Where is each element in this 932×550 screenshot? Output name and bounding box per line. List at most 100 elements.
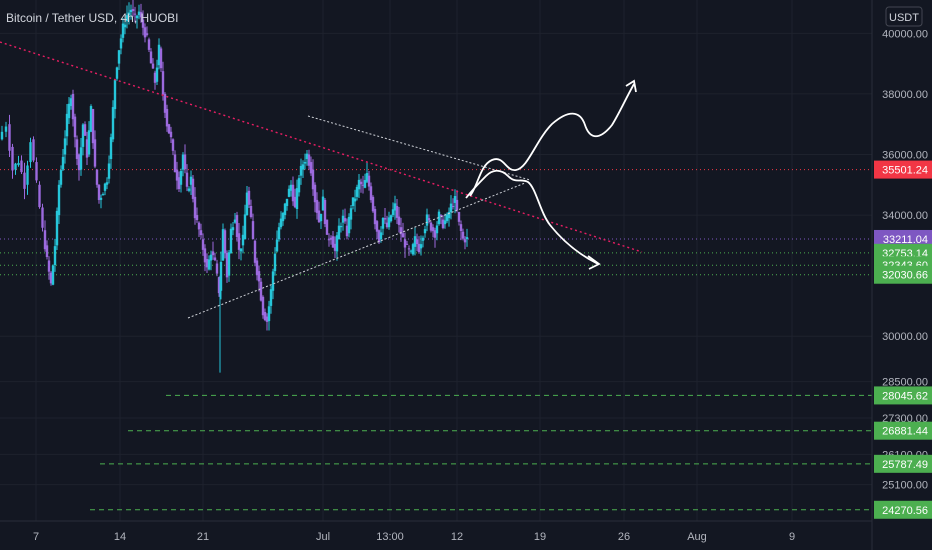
candle-body (143, 27, 147, 38)
candle-body (133, 13, 137, 15)
price-badge: 35501.24 (874, 160, 932, 179)
candle-body (113, 80, 117, 110)
candle-body (351, 197, 355, 206)
candle-body (4, 126, 8, 132)
candle-body (441, 219, 445, 229)
price-tick-label: 38000.00 (882, 89, 928, 101)
price-tick-label: 36000.00 (882, 149, 928, 161)
candle-body (455, 199, 459, 211)
candle-body (401, 233, 405, 238)
candle-body (175, 169, 179, 181)
candle-body (115, 67, 119, 79)
candle-body (229, 228, 233, 253)
candle-body (57, 184, 61, 216)
candle-body (321, 196, 325, 211)
price-badge: 24270.56 (874, 500, 932, 519)
candle-body (267, 306, 271, 322)
candle-body (391, 209, 395, 216)
candle-body (451, 205, 455, 207)
bearish-arrowhead (587, 255, 601, 270)
candle-body (153, 72, 157, 83)
candle-body (359, 181, 363, 185)
chart-title: Bitcoin / Tether USD, 4h, HUOBI (6, 11, 179, 25)
candle-body (35, 162, 38, 181)
candle-body (173, 154, 177, 173)
price-tick-label: 28500.00 (882, 377, 928, 389)
candle-body (157, 44, 161, 66)
candle-body (17, 162, 20, 166)
candle-body (155, 67, 159, 82)
candle-body (207, 259, 211, 270)
badge-price: 35501.24 (882, 165, 928, 177)
candle-body (239, 248, 243, 252)
candle-body (433, 230, 437, 238)
time-axis-labels[interactable]: 7 14 21 Jul 13:00 12 19 26 Aug 9 (33, 531, 795, 543)
candle-body (161, 71, 165, 95)
candle-body (29, 142, 32, 163)
candle-body (363, 180, 367, 188)
currency-button[interactable]: USDT (885, 6, 923, 27)
candle-body (411, 244, 415, 255)
candle-body (317, 210, 321, 223)
candle-body (81, 124, 85, 147)
price-badge: 25787.49 (874, 454, 932, 473)
candle-body (263, 311, 267, 321)
time-tick-label: 14 (114, 531, 126, 543)
candle-body (45, 245, 49, 258)
candle-body (405, 243, 409, 245)
badge-background (874, 421, 932, 440)
candle-body (147, 39, 151, 50)
candle-body (265, 316, 269, 322)
candle-body (249, 205, 253, 218)
candle-body (281, 212, 285, 222)
candle-body (381, 217, 385, 229)
candle-body (119, 38, 123, 49)
candle-body (375, 221, 379, 232)
candle-body (243, 214, 247, 240)
candle-body (315, 199, 319, 213)
candle-body (397, 216, 401, 225)
candle-body (103, 183, 107, 191)
candle-body (49, 272, 53, 284)
candle-body (295, 188, 299, 210)
candle-body (99, 197, 103, 200)
candle-body (79, 147, 83, 170)
price-tick-label: 34000.00 (882, 210, 928, 222)
badge-background (874, 500, 932, 519)
time-tick-label: 26 (618, 531, 630, 543)
badge-background (874, 265, 932, 284)
price-badge: 26881.44 (874, 421, 932, 440)
candle-body (203, 248, 207, 263)
candle-body (0, 131, 4, 140)
candle-body (409, 250, 413, 252)
candle-body (435, 225, 439, 234)
candle-body (123, 24, 127, 28)
price-tick-label: 40000.00 (882, 28, 928, 40)
candle-body (93, 139, 97, 167)
time-tick-label: 21 (197, 531, 209, 543)
candle-body (459, 224, 463, 231)
candle-body (377, 230, 381, 243)
candle-body (65, 113, 69, 137)
candle-body (439, 215, 443, 217)
candle-body (241, 234, 245, 246)
candle-body (201, 239, 205, 250)
candle-body (349, 208, 353, 220)
triangle-lower-line (187, 182, 526, 319)
candle-body (335, 235, 339, 252)
candle-body (75, 139, 79, 159)
candle-body (67, 103, 71, 119)
candle-body (199, 230, 203, 236)
candle-body (41, 207, 44, 228)
candle-body (373, 209, 377, 225)
badge-background (874, 386, 932, 405)
candle-body (211, 251, 215, 256)
candle-body (197, 222, 201, 230)
candle-body (417, 243, 421, 253)
candle-body (423, 229, 427, 234)
time-tick-label: 7 (33, 531, 39, 543)
price-badge: 28045.62 (874, 386, 932, 405)
time-tick-label: 19 (534, 531, 546, 543)
time-tick-label: 12 (451, 531, 463, 543)
